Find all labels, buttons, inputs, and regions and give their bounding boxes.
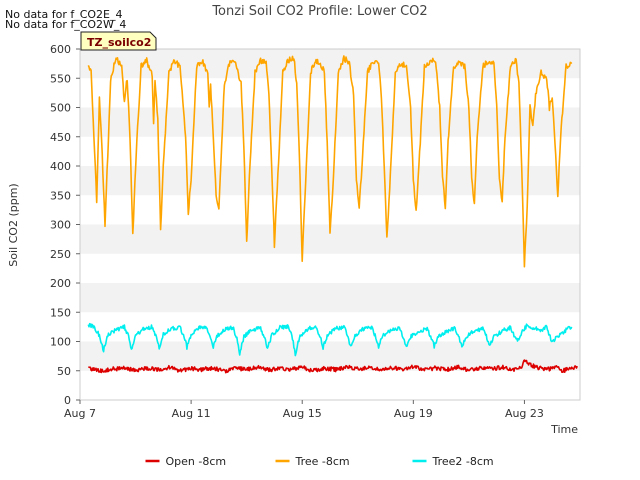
site-badge-label: TZ_soilco2 bbox=[87, 36, 151, 49]
y-axis: 0 50 100 150 200 250 300 350 400 450 500 550 600 bbox=[50, 43, 80, 407]
x-axis: Aug 7 Aug 11 Aug 15 Aug 19 Aug 23 bbox=[64, 400, 544, 420]
x-tick-label: Aug 15 bbox=[283, 407, 322, 420]
background-band bbox=[80, 253, 580, 283]
x-tick-label: Aug 19 bbox=[394, 407, 433, 420]
y-tick-label: 550 bbox=[50, 72, 71, 85]
y-axis-title: Soil CO2 (ppm) bbox=[7, 183, 20, 266]
series-line-tree-8cm bbox=[87, 55, 573, 268]
series-line-open-8cm bbox=[88, 359, 578, 374]
x-tick-label: Aug 23 bbox=[505, 407, 544, 420]
x-tick-label: Aug 11 bbox=[172, 407, 211, 420]
y-tick-label: 100 bbox=[50, 336, 71, 349]
y-tick-label: 250 bbox=[50, 248, 71, 261]
y-tick-label: 600 bbox=[50, 43, 71, 56]
x-tick-label: Aug 7 bbox=[64, 407, 96, 420]
y-tick-label: 500 bbox=[50, 102, 71, 115]
chart-title: Tonzi Soil CO2 Profile: Lower CO2 bbox=[211, 4, 427, 19]
series-lines bbox=[87, 55, 578, 374]
x-axis-title: Time bbox=[550, 423, 578, 436]
background-band bbox=[80, 370, 580, 400]
legend-label: Tree -8cm bbox=[295, 455, 350, 468]
plot-background-bands bbox=[80, 49, 580, 400]
background-band bbox=[80, 312, 580, 342]
y-tick-label: 350 bbox=[50, 189, 71, 202]
background-band bbox=[80, 283, 580, 313]
y-tick-label: 50 bbox=[57, 365, 71, 378]
y-tick-label: 0 bbox=[64, 394, 71, 407]
y-tick-label: 300 bbox=[50, 219, 71, 232]
legend-label: Tree2 -8cm bbox=[432, 455, 494, 468]
legend-label: Open -8cm bbox=[166, 455, 227, 468]
no-data-note-co2e: No data for f_CO2E_4 bbox=[5, 8, 123, 21]
series-line-tree2-8cm bbox=[87, 322, 573, 357]
site-badge: TZ_soilco2 bbox=[80, 31, 157, 51]
background-band bbox=[80, 341, 580, 371]
background-band bbox=[80, 166, 580, 196]
no-data-note-co2w: No data for f_CO2W_4 bbox=[5, 18, 126, 31]
site-badge-box bbox=[80, 31, 157, 51]
y-tick-label: 200 bbox=[50, 277, 71, 290]
y-tick-label: 400 bbox=[50, 160, 71, 173]
y-tick-label: 150 bbox=[50, 306, 71, 319]
background-band bbox=[80, 49, 580, 79]
y-tick-label: 450 bbox=[50, 131, 71, 144]
legend: Open -8cm Tree -8cm Tree2 -8cm bbox=[145, 455, 494, 468]
